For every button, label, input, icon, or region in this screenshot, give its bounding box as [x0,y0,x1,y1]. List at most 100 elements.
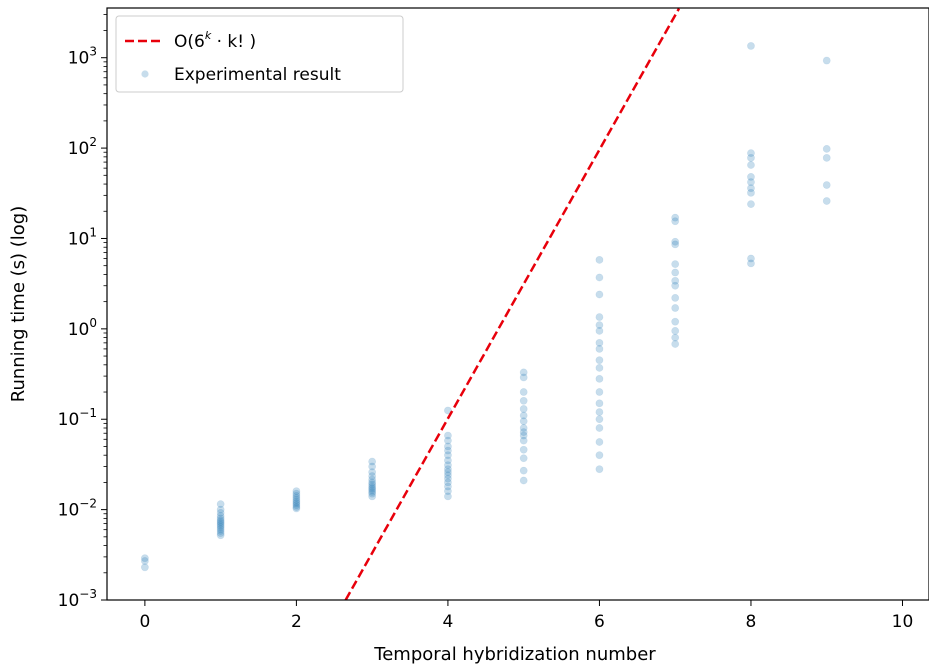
scatter-point [444,465,452,474]
scatter-point [216,531,225,540]
scatter-point [519,368,528,377]
scatter-point [216,519,225,528]
scatter-point [444,461,452,470]
scatter-point [444,478,452,487]
x-tick-label: 6 [594,612,605,632]
scatter-point [444,492,452,501]
legend-line-label-sup: k [205,29,212,42]
scatter-point [519,424,528,432]
scatter-point [368,492,377,501]
scatter-point [292,489,301,498]
legend-scatter-sample [141,70,149,78]
scatter-point [368,489,377,498]
scatter-point [292,501,301,510]
scatter-point [368,472,377,480]
scatter-point [519,454,528,463]
scatter-point [368,478,377,487]
scatter-point [595,438,604,446]
scatter-point [292,487,301,496]
scatter-point [368,484,377,493]
plot-frame [106,7,929,601]
scatter-point [444,442,452,451]
scatter-point [444,482,452,491]
scatter-point [216,516,225,525]
scatter-point [368,462,377,471]
scatter-point [444,456,452,465]
x-tick-label: 10 [892,612,914,632]
scatter-point [216,505,225,514]
scatter-point [595,399,604,408]
y-tick-label: 10−3 [58,587,97,611]
scatter-point [595,345,604,353]
scatter-point [747,184,755,193]
scatter-point [671,276,680,285]
scatter-point [368,482,377,491]
scatter-point [671,268,680,277]
x-tick-label: 4 [443,612,454,632]
scatter-point [368,475,377,484]
scatter-point [292,491,301,500]
x-axis-ticks: 0 2 4 6 8 10 [139,600,913,632]
scatter-point [140,563,149,572]
scatter-point [216,512,225,520]
scatter-point [671,340,680,348]
scatter-point [444,471,452,480]
legend-scatter-label: Experimental result [174,65,341,85]
scatter-point [292,493,301,502]
scatter-point [595,465,604,474]
x-tick-label: 0 [139,612,150,632]
scatter-point [292,496,301,504]
scatter-point [747,188,755,197]
scatter-point [822,56,831,65]
scatter-point [595,451,604,460]
scatter-point [671,326,680,335]
scatter-point [519,428,528,437]
scatter-point [519,417,528,426]
legend-line-label-pre: O(6 [174,32,205,52]
scatter-point [444,431,452,440]
scatter-point [747,153,755,162]
scatter-point [595,313,604,321]
y-tick-label: 10−2 [58,497,97,521]
scatter-point [216,518,225,526]
scatter-point [140,557,149,565]
scatter-point [216,523,225,532]
scatter-point [595,321,604,330]
scatter-point [747,200,755,209]
scatter-point [595,415,604,424]
scatter-point [519,373,528,382]
scatter-point [368,488,377,496]
x-axis-label: Temporal hybridization number [373,644,656,665]
scatter-point [671,294,680,302]
scatter-point [292,497,301,506]
scatter-point [216,514,225,523]
scatter-point [747,254,755,263]
scatter-point [595,388,604,396]
scatter-point [747,42,755,50]
scatter-point [519,476,528,485]
scatter-point [444,446,452,455]
legend-line-label: O(6k · k! ) [174,29,256,52]
scatter-point [747,178,755,187]
scatter-point [216,500,225,509]
scatter-point [519,411,528,420]
scatter-layer [140,42,831,572]
scatter-point [595,273,604,282]
scatter-point [671,213,680,222]
scatter-point [595,363,604,372]
scatter-point [292,499,301,508]
scatter-point [595,338,604,347]
y-tick-label: 10−1 [58,406,97,430]
scatter-point [216,521,225,530]
scatter-point [595,290,604,299]
scatter-point [444,406,452,415]
scatter-point [595,424,604,432]
scatter-point [444,474,452,483]
scatter-point [671,333,680,342]
y-axis-ticks: 10−3 10−2 10−1 100 101 102 103 [58,14,107,611]
scatter-point [519,388,528,396]
scatter-point [444,468,452,477]
scatter-point [595,326,604,335]
y-tick-label: 103 [68,45,97,69]
